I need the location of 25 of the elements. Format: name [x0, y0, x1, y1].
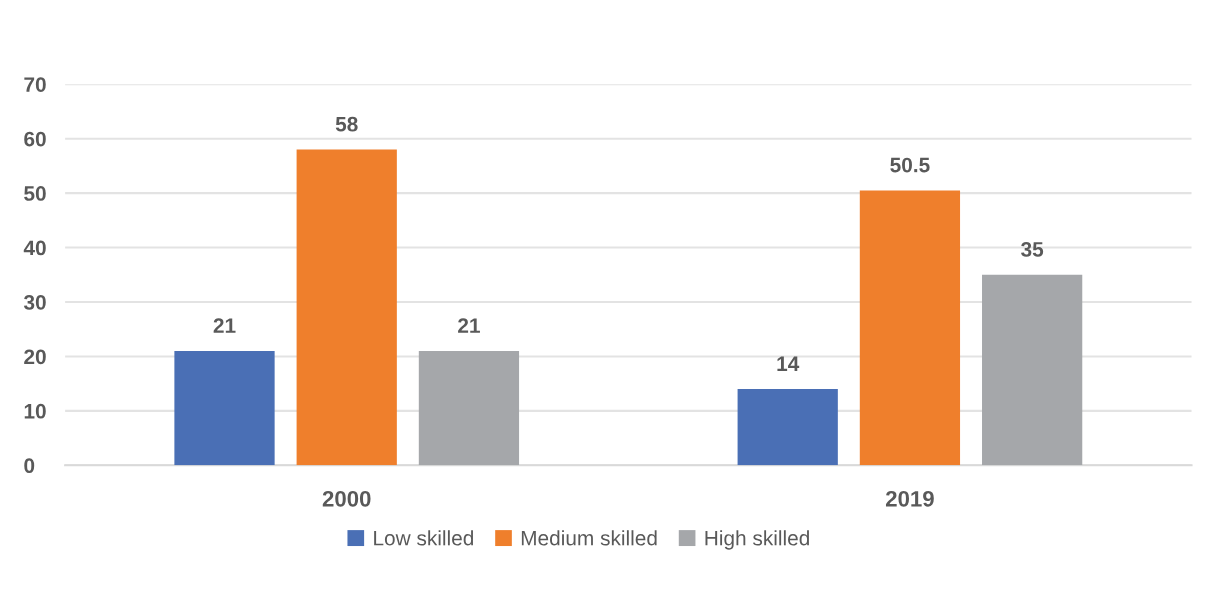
legend-label: Low skilled [374, 530, 474, 546]
x-tick-label: 2000 [322, 490, 371, 507]
bar [418, 350, 520, 466]
data-label: 21 [213, 318, 236, 333]
y-tick-label: 10 [24, 403, 46, 419]
bar [982, 274, 1083, 466]
legend-label: Medium skilled [521, 530, 657, 546]
bar [174, 350, 275, 466]
data-label: 21 [458, 318, 480, 333]
y-tick-label: 20 [24, 349, 46, 365]
data-label: 14 [777, 356, 800, 371]
y-tick-label: 0 [24, 458, 35, 474]
data-label: 35 [1021, 242, 1044, 257]
x-tick-label: 2019 [885, 490, 934, 507]
y-tick-label: 60 [24, 131, 46, 147]
bar [296, 149, 397, 466]
y-tick-label: 50 [24, 186, 46, 201]
data-label: 50.5 [890, 157, 930, 173]
legend-label: High skilled [705, 530, 809, 550]
y-tick-label: 30 [23, 294, 46, 310]
data-label: 58 [335, 116, 358, 132]
y-tick-label: 70 [24, 77, 46, 92]
bar [737, 389, 838, 466]
y-tick-label: 40 [23, 240, 46, 256]
bar [859, 190, 961, 466]
